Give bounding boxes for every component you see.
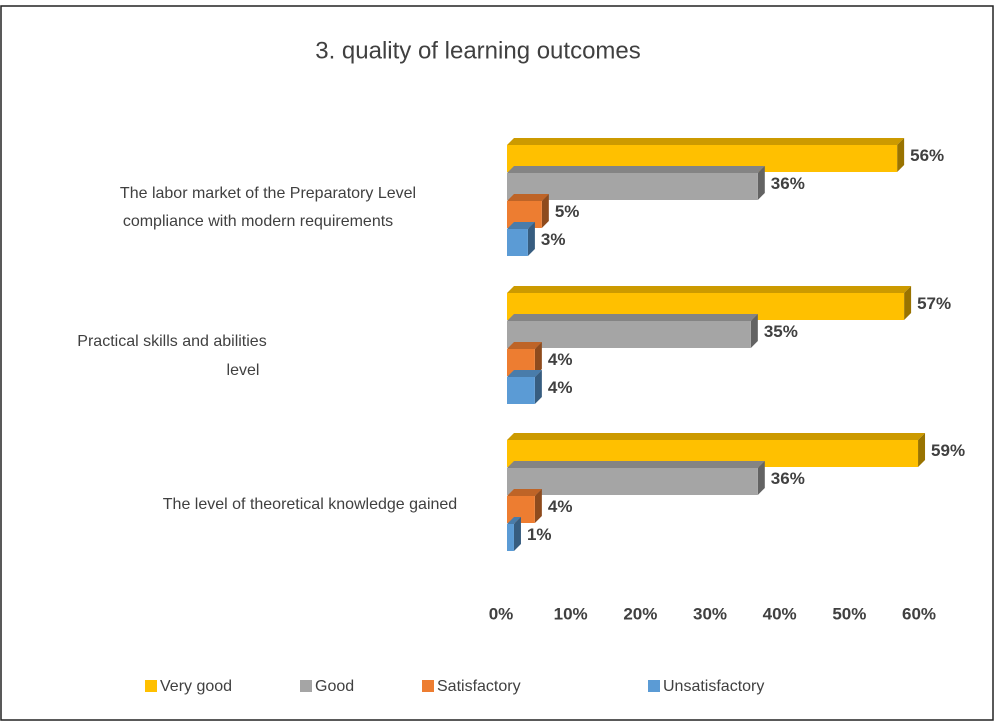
- legend-label: Good: [315, 678, 354, 695]
- x-tick-label: 40%: [763, 604, 797, 623]
- chart-frame: [0, 5, 994, 721]
- legend-label: Unsatisfactory: [663, 678, 764, 695]
- bar-side: [527, 222, 535, 256]
- bar-side: [750, 314, 758, 348]
- bar-side: [904, 286, 912, 320]
- value-label: 35%: [764, 322, 798, 341]
- category-label: compliance with modern requirements: [123, 213, 393, 230]
- bar-top: [507, 342, 542, 349]
- value-label: 5%: [555, 202, 580, 221]
- bar-side: [534, 489, 542, 523]
- x-tick-label: 0%: [489, 604, 514, 623]
- value-label: 4%: [548, 497, 573, 516]
- bar-top: [507, 166, 765, 173]
- legend-swatch: [422, 680, 434, 692]
- bar: [507, 321, 751, 348]
- bar-top: [507, 489, 542, 496]
- category-label: level: [227, 362, 260, 379]
- bar-side: [541, 194, 549, 228]
- bar-top: [507, 138, 905, 145]
- value-label: 4%: [548, 350, 573, 369]
- bar-top: [507, 194, 549, 201]
- legend-swatch: [300, 680, 312, 692]
- bar-top: [507, 370, 542, 377]
- value-label: 36%: [771, 174, 805, 193]
- value-label: 4%: [548, 378, 573, 397]
- value-label: 36%: [771, 469, 805, 488]
- legend-label: Satisfactory: [437, 678, 521, 695]
- x-tick-label: 30%: [693, 604, 727, 623]
- bar-top: [507, 222, 535, 229]
- bar: [507, 468, 758, 495]
- bar-side: [513, 517, 521, 551]
- bar-side: [897, 138, 905, 172]
- bar-top: [507, 517, 521, 524]
- bar-side: [534, 342, 542, 376]
- bar: [507, 524, 514, 551]
- bar-top: [507, 461, 765, 468]
- value-label: 57%: [917, 294, 951, 313]
- bar-top: [507, 286, 912, 293]
- bar-side: [534, 370, 542, 404]
- bar-top: [507, 314, 758, 321]
- category-label: Practical skills and abilities: [77, 333, 266, 350]
- value-label: 3%: [541, 230, 566, 249]
- legend-label: Very good: [160, 678, 232, 695]
- x-tick-label: 50%: [832, 604, 866, 623]
- x-tick-label: 60%: [902, 604, 936, 623]
- category-label: The level of theoretical knowledge gaine…: [163, 496, 457, 513]
- x-tick-label: 10%: [554, 604, 588, 623]
- value-label: 56%: [910, 146, 944, 165]
- chart-title: 3. quality of learning outcomes: [315, 37, 641, 64]
- bar-top: [507, 433, 926, 440]
- bar-side: [757, 166, 765, 200]
- bar-side: [757, 461, 765, 495]
- value-label: 1%: [527, 525, 552, 544]
- legend-swatch: [145, 680, 157, 692]
- bar: [507, 229, 528, 256]
- category-label: The labor market of the Preparatory Leve…: [120, 185, 416, 202]
- bar: [507, 377, 535, 404]
- legend-swatch: [648, 680, 660, 692]
- bar-side: [918, 433, 926, 467]
- x-tick-label: 20%: [623, 604, 657, 623]
- value-label: 59%: [931, 441, 965, 460]
